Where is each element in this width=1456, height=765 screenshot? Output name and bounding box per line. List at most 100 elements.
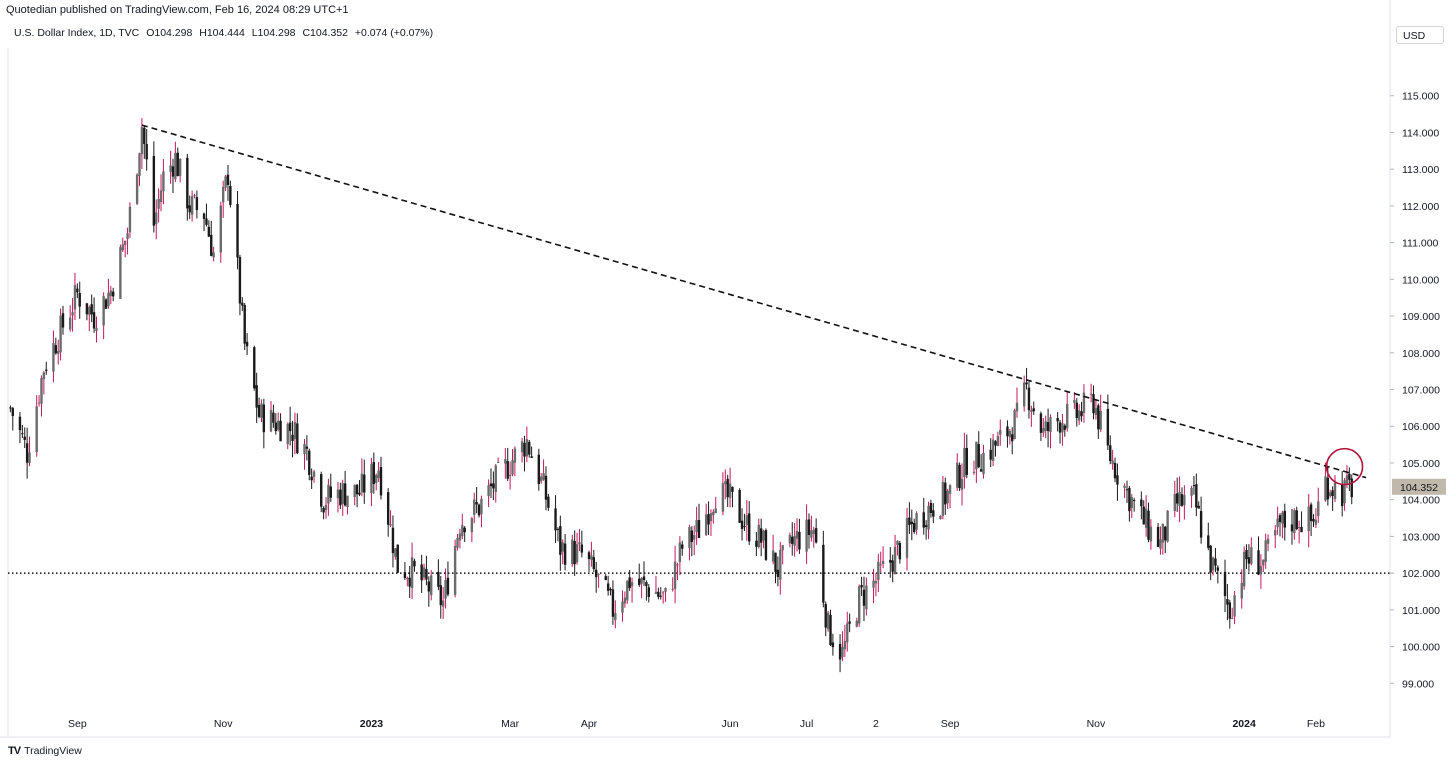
candle-body <box>590 555 593 560</box>
candle-body <box>1116 475 1119 485</box>
candle-body <box>994 441 997 446</box>
candle-body <box>762 530 765 541</box>
candle-body <box>1082 392 1086 413</box>
candle-body <box>831 642 835 648</box>
candle-body <box>609 588 612 591</box>
candle-body <box>979 469 983 472</box>
candle-body <box>726 478 729 498</box>
ohlc-close: C104.352 <box>302 27 348 39</box>
candle-body <box>1274 530 1277 536</box>
candle-body <box>996 435 1000 446</box>
candle-body <box>439 585 442 606</box>
candle-body <box>1340 484 1344 507</box>
candle-body <box>791 536 794 544</box>
candle-body <box>324 504 328 511</box>
candle-body <box>640 578 643 584</box>
candle-body <box>186 157 189 209</box>
candle-body <box>972 471 976 473</box>
candle-body <box>547 496 550 508</box>
candle-body <box>272 412 275 423</box>
candle-body <box>580 544 584 553</box>
candle-body <box>303 443 306 455</box>
candle-body <box>645 582 648 587</box>
candle-body <box>1049 417 1052 433</box>
candle-body <box>1106 408 1110 446</box>
candle-body <box>592 557 595 570</box>
candle-body <box>437 571 440 587</box>
candle-body <box>810 530 813 538</box>
candle-body <box>528 441 531 455</box>
candle-body <box>355 484 359 495</box>
y-tick-label: 113.000 <box>1402 164 1439 176</box>
candle-body <box>473 499 476 515</box>
candle-body <box>453 545 457 595</box>
candle-body <box>843 641 847 650</box>
candle-body <box>475 502 478 505</box>
candle-body <box>1350 478 1353 498</box>
candle-body <box>561 542 564 552</box>
candle-body <box>279 420 282 442</box>
candle-body <box>958 464 961 489</box>
y-tick-label: 106.000 <box>1402 421 1440 433</box>
candle-body <box>626 580 629 601</box>
candle-body <box>112 291 115 297</box>
candle-body <box>1161 523 1165 543</box>
candle-body <box>410 557 414 589</box>
candle-body <box>929 502 933 513</box>
candle-body <box>975 441 978 470</box>
candle-body <box>1099 410 1102 430</box>
candle-body <box>728 483 732 498</box>
candle-body <box>372 461 376 484</box>
candle-body <box>537 454 541 485</box>
candle-body <box>162 171 165 192</box>
y-tick-label: 109.000 <box>1402 311 1440 323</box>
candle-body <box>260 403 263 419</box>
candle-body <box>999 429 1002 435</box>
candle-body <box>865 585 868 610</box>
candle-body <box>1149 526 1153 542</box>
candle-body <box>78 293 81 307</box>
candle-body <box>944 482 947 505</box>
candle-body <box>1307 506 1310 532</box>
candle-body <box>965 448 968 475</box>
y-tick-label: 114.000 <box>1402 127 1439 139</box>
candle-body <box>35 406 38 453</box>
candle-body <box>1264 540 1267 562</box>
candle-body <box>893 546 897 575</box>
candle-body <box>212 252 215 258</box>
candle-body <box>826 612 830 630</box>
candle-body <box>664 587 667 592</box>
candle-body <box>879 564 882 566</box>
candle-body <box>195 197 199 211</box>
candle-body <box>1345 475 1349 484</box>
y-tick-label: 107.000 <box>1402 385 1440 397</box>
y-tick-label: 99.000 <box>1402 678 1434 690</box>
symbol-name[interactable]: U.S. Dollar Index, 1D, TVC <box>14 27 140 39</box>
candle-body <box>891 560 894 572</box>
candle-body <box>413 560 416 567</box>
candle-body <box>1276 518 1279 528</box>
candle-body <box>274 422 277 432</box>
candle-body <box>1348 473 1351 480</box>
candle-body <box>226 174 230 185</box>
candle-body <box>171 166 175 177</box>
x-tick-label: 2 <box>873 718 879 730</box>
candle-body <box>771 550 775 562</box>
candle-body <box>676 564 679 566</box>
candle-body <box>678 542 682 563</box>
candle-body <box>1039 413 1043 433</box>
candle-body <box>396 544 399 573</box>
candle-body <box>671 588 674 590</box>
candle-body <box>1190 487 1193 496</box>
candle-body <box>862 589 866 606</box>
candle-body <box>444 579 447 599</box>
candle-body <box>1144 508 1148 528</box>
candle-body <box>370 464 373 494</box>
candle-body <box>712 511 715 516</box>
candle-body <box>812 529 815 535</box>
candle-body <box>542 473 545 480</box>
candle-body <box>571 539 574 565</box>
currency-button[interactable]: USD <box>1396 26 1444 44</box>
candle-body <box>1214 558 1217 566</box>
